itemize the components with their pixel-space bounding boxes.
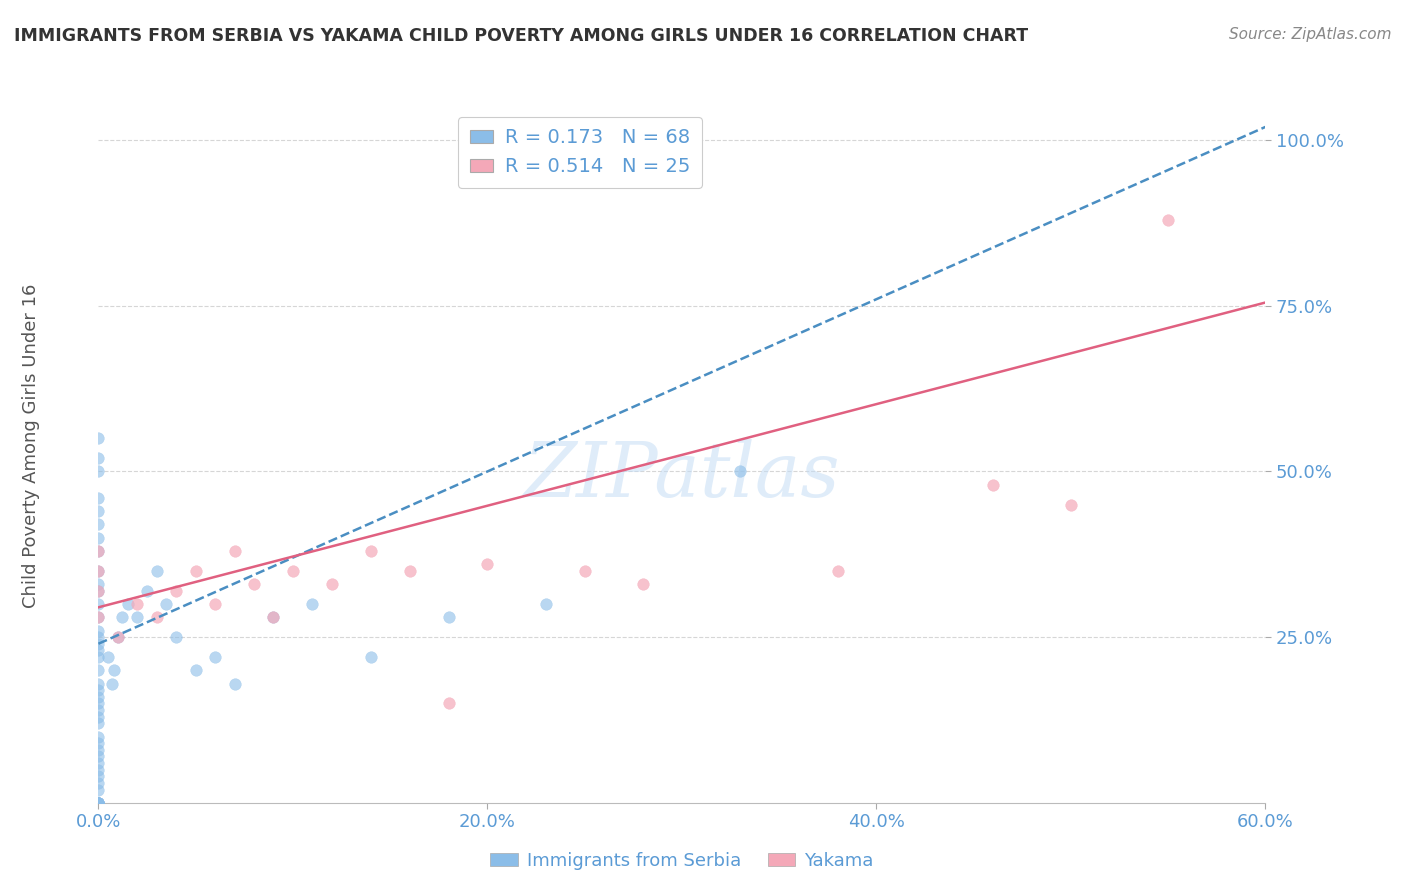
Point — [534, 597, 557, 611]
Point — [107, 630, 129, 644]
Point — [224, 676, 246, 690]
Point — [165, 583, 187, 598]
Point — [87, 610, 110, 624]
Point — [360, 650, 382, 665]
Point — [87, 544, 110, 558]
Point — [136, 583, 159, 598]
Point — [87, 796, 110, 810]
Legend: Immigrants from Serbia, Yakama: Immigrants from Serbia, Yakama — [484, 845, 880, 877]
Point — [437, 697, 460, 711]
Point — [87, 796, 110, 810]
Point — [87, 431, 110, 445]
Point — [117, 597, 139, 611]
Point — [281, 564, 304, 578]
Point — [87, 769, 110, 783]
Point — [1060, 498, 1083, 512]
Point — [87, 517, 110, 532]
Point — [87, 796, 110, 810]
Point — [827, 564, 849, 578]
Point — [87, 650, 110, 665]
Point — [437, 610, 460, 624]
Text: Source: ZipAtlas.com: Source: ZipAtlas.com — [1229, 27, 1392, 42]
Point — [321, 577, 343, 591]
Point — [101, 676, 124, 690]
Point — [87, 796, 110, 810]
Point — [87, 577, 110, 591]
Point — [87, 796, 110, 810]
Point — [87, 709, 110, 723]
Point — [87, 796, 110, 810]
Point — [87, 697, 110, 711]
Point — [87, 564, 110, 578]
Point — [87, 683, 110, 698]
Point — [360, 544, 382, 558]
Text: ZIPatlas: ZIPatlas — [523, 439, 841, 513]
Point — [87, 504, 110, 518]
Point — [574, 564, 596, 578]
Point — [398, 564, 420, 578]
Point — [87, 796, 110, 810]
Text: Child Poverty Among Girls Under 16: Child Poverty Among Girls Under 16 — [22, 284, 39, 608]
Point — [981, 477, 1004, 491]
Point — [87, 796, 110, 810]
Point — [204, 597, 226, 611]
Point — [97, 650, 120, 665]
Point — [87, 544, 110, 558]
Point — [87, 630, 110, 644]
Point — [262, 610, 284, 624]
Point — [87, 624, 110, 638]
Point — [87, 782, 110, 797]
Point — [87, 637, 110, 651]
Point — [87, 643, 110, 657]
Point — [87, 703, 110, 717]
Point — [87, 796, 110, 810]
Point — [87, 564, 110, 578]
Point — [1157, 212, 1180, 227]
Point — [87, 676, 110, 690]
Point — [155, 597, 177, 611]
Point — [111, 610, 134, 624]
Point — [87, 796, 110, 810]
Point — [87, 663, 110, 677]
Point — [127, 597, 149, 611]
Point — [107, 630, 129, 644]
Point — [87, 749, 110, 764]
Point — [146, 564, 169, 578]
Point — [87, 465, 110, 479]
Point — [477, 558, 499, 572]
Point — [87, 776, 110, 790]
Point — [165, 630, 187, 644]
Point — [87, 597, 110, 611]
Point — [224, 544, 246, 558]
Point — [87, 531, 110, 545]
Point — [87, 736, 110, 750]
Point — [631, 577, 654, 591]
Point — [87, 743, 110, 757]
Point — [87, 730, 110, 744]
Point — [204, 650, 226, 665]
Point — [87, 491, 110, 505]
Point — [184, 663, 207, 677]
Point — [87, 796, 110, 810]
Point — [146, 610, 169, 624]
Point — [103, 663, 125, 677]
Point — [301, 597, 323, 611]
Point — [87, 716, 110, 731]
Point — [87, 583, 110, 598]
Point — [87, 796, 110, 810]
Point — [87, 451, 110, 466]
Point — [87, 763, 110, 777]
Point — [87, 796, 110, 810]
Point — [87, 583, 110, 598]
Point — [730, 465, 752, 479]
Point — [262, 610, 284, 624]
Point — [127, 610, 149, 624]
Text: IMMIGRANTS FROM SERBIA VS YAKAMA CHILD POVERTY AMONG GIRLS UNDER 16 CORRELATION : IMMIGRANTS FROM SERBIA VS YAKAMA CHILD P… — [14, 27, 1028, 45]
Point — [87, 756, 110, 770]
Point — [87, 690, 110, 704]
Point — [243, 577, 266, 591]
Point — [87, 610, 110, 624]
Point — [184, 564, 207, 578]
